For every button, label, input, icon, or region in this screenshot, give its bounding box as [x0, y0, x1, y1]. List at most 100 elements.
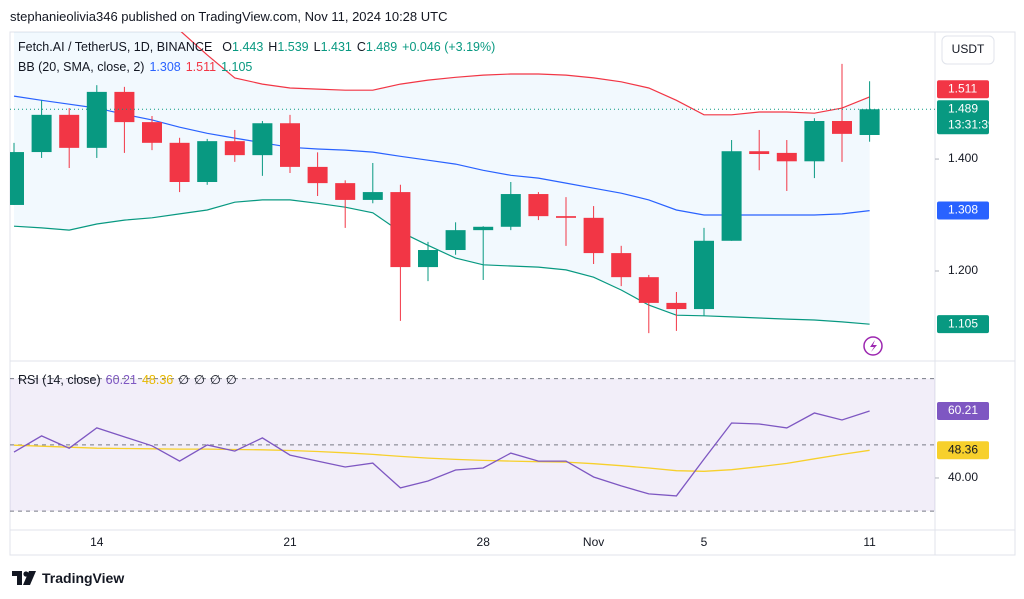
value-label: 60.21: [948, 403, 978, 417]
price-label-box: [937, 100, 989, 135]
open-label: O1.443: [222, 40, 263, 54]
currency-button[interactable]: [941, 35, 995, 65]
x-tick-label: 5: [701, 535, 708, 549]
price-label: 1.489: [948, 101, 978, 115]
candle-body: [611, 253, 632, 278]
candle-body: [86, 91, 107, 148]
rsi-value: 60.21: [105, 372, 137, 387]
bb-lower: 1.105: [221, 60, 253, 74]
candle-body: [390, 192, 411, 268]
candle-body: [528, 194, 549, 217]
value-label: 48.36: [948, 442, 978, 456]
currency-label[interactable]: USDT: [952, 42, 985, 56]
price-label: 1.511: [948, 81, 977, 95]
candle-body: [445, 230, 466, 251]
x-tick-label: 28: [477, 535, 491, 549]
low-label: L1.431: [314, 40, 352, 54]
x-tick-label: Nov: [583, 535, 604, 549]
candle-body: [583, 217, 604, 254]
candle-body: [418, 250, 438, 268]
hidden-value: ∅: [225, 373, 237, 387]
candle-body: [859, 109, 880, 135]
hidden-value: ∅: [194, 373, 206, 387]
close-label: C1.489: [357, 40, 397, 54]
candle-body: [307, 166, 328, 184]
candle-body: [114, 91, 135, 123]
value-label-box: [937, 441, 989, 460]
brand-logo: [12, 571, 36, 585]
price-label: 1.308: [948, 203, 978, 217]
label: L: [313, 40, 321, 54]
candle-body: [252, 123, 273, 156]
alert-bolt[interactable]: [870, 340, 877, 352]
rsi-ma-value: 48.36: [141, 372, 174, 387]
x-tick-label: 11: [863, 535, 876, 549]
candle-body: [832, 120, 852, 134]
bb-upper: 1.511: [185, 60, 217, 74]
label: O: [222, 40, 233, 54]
low-value: 1.431: [320, 40, 352, 54]
frame: [9, 31, 1016, 556]
band-fill: [14, 32, 870, 325]
price-label-box: [937, 201, 989, 220]
candle-body: [776, 152, 797, 162]
close-value: 1.489: [365, 40, 398, 54]
high-label: H1.539: [268, 40, 308, 54]
alert-icon[interactable]: [863, 336, 883, 356]
candle-body: [169, 142, 190, 183]
price-label: 1.105: [948, 316, 978, 330]
y-tick-label: 40.00: [948, 470, 978, 484]
bb-line: [13, 199, 870, 325]
candle-body: [666, 302, 687, 310]
candle-body: [556, 216, 576, 218]
candle-body: [280, 123, 300, 167]
candle-body: [224, 141, 245, 156]
rsi-legend: RSI (14, close) 60.21 48.36 ∅ ∅ ∅ ∅: [18, 372, 237, 388]
candle-body: [749, 151, 770, 155]
change: +0.046 (+3.19%): [402, 40, 496, 54]
x-tick-label: 21: [283, 535, 297, 549]
candle-body: [142, 122, 162, 143]
candle-body: [721, 151, 742, 241]
hidden-value: ∅: [210, 373, 221, 387]
bb-line: [180, 32, 870, 116]
high-value: 1.539: [277, 40, 309, 54]
candle-body: [500, 194, 521, 227]
price-label-box: [937, 80, 989, 99]
candle-body: [694, 240, 714, 310]
main-pane: [10, 32, 935, 334]
brand-name: TradingView: [42, 570, 125, 586]
candle-body: [804, 120, 825, 162]
candle-body: [197, 141, 218, 183]
rsi-line: [13, 410, 870, 497]
countdown: 13:31:39: [948, 117, 995, 131]
x-tick-label: 14: [90, 535, 104, 549]
candle-body: [59, 114, 80, 148]
candle-body: [31, 114, 52, 153]
axes: 1.400 1.200 14 21 28 Nov 5 11 1.489 13:31:39 1.511…: [90, 80, 995, 549]
candle-body: [335, 183, 356, 200]
value-label-box: [937, 402, 989, 421]
rsi-pane: [10, 378, 935, 512]
symbol-legend: Fetch.AI / TetherUS, 1D, BINANCE O1.443 …: [18, 40, 495, 54]
candle-body: [10, 152, 24, 205]
published-by: stephanieolivia346 published on TradingV…: [10, 9, 448, 24]
hidden-value: ∅: [178, 373, 190, 387]
label: C: [356, 40, 366, 54]
symbol-title: Fetch.AI / TetherUS, 1D, BINANCE: [18, 40, 213, 54]
brand: TradingView: [12, 570, 124, 586]
bb-basis: 1.308: [149, 60, 181, 74]
price-label-box: [937, 315, 989, 334]
bb-title: BB (20, SMA, close, 2): [18, 60, 145, 74]
alert-circle[interactable]: [863, 336, 883, 356]
candle-body: [362, 192, 383, 200]
bb-legend: BB (20, SMA, close, 2) 1.308 1.511 1.105: [18, 60, 252, 74]
open-value: 1.443: [232, 40, 264, 54]
y-tick-label: 1.200: [948, 263, 978, 277]
candle-body: [638, 277, 659, 303]
y-tick-label: 1.400: [948, 151, 978, 165]
candle-body: [473, 226, 494, 231]
label: H: [268, 40, 278, 54]
